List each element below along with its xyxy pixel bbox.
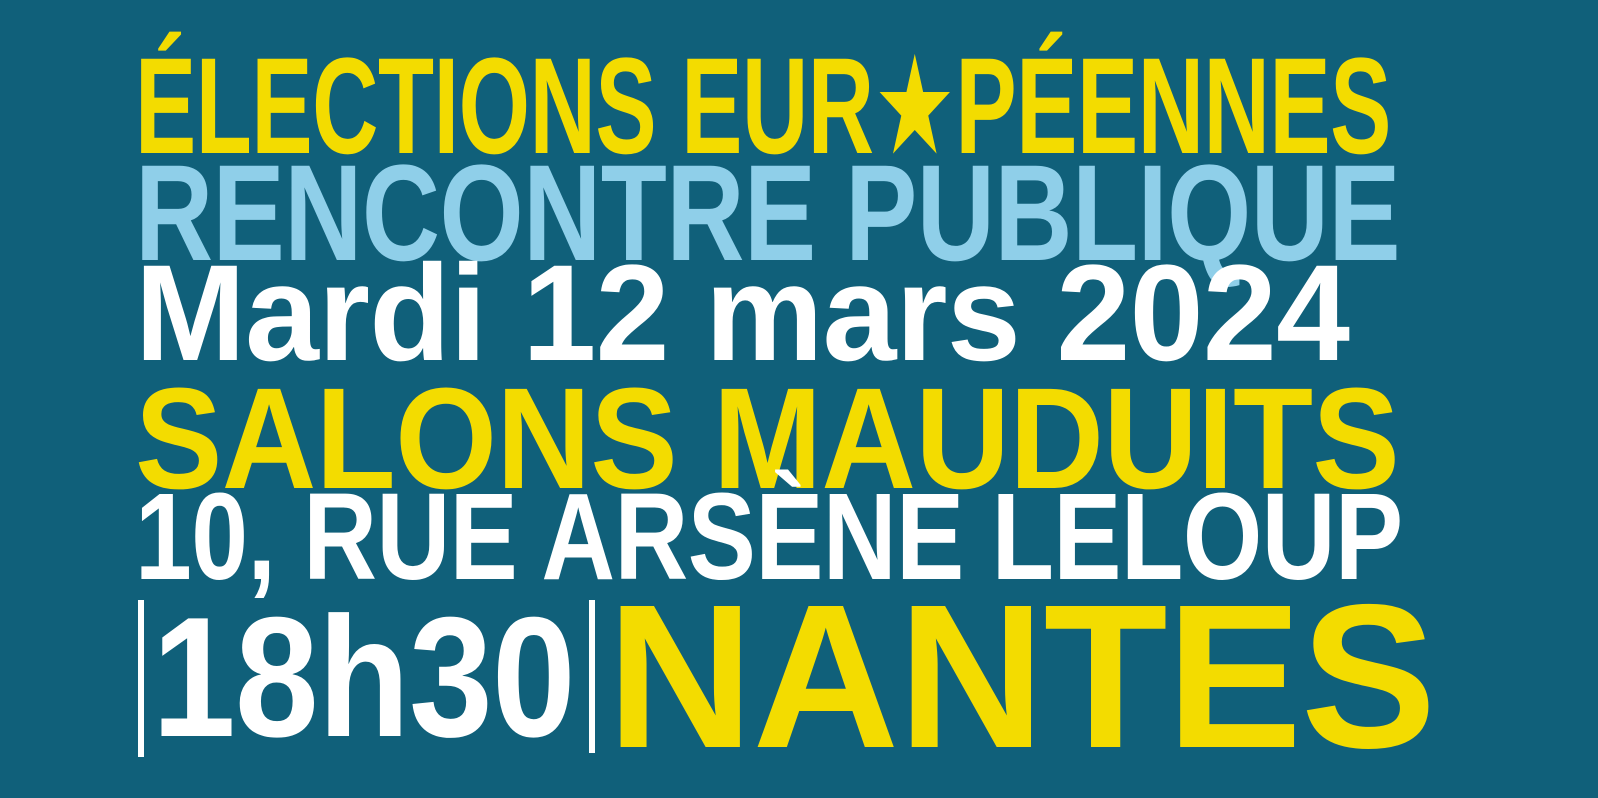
event-date: Mardi 12 mars 2024 (135, 237, 1350, 390)
title-prefix: ÉLECTIONS EUR (135, 30, 874, 183)
divider-bar-right (589, 600, 595, 753)
city-name: NANTES (607, 562, 1436, 791)
venue-address: 10, RUE ARSÈNE LELOUP (135, 469, 1403, 606)
star-icon: ★ (873, 30, 956, 183)
event-time: 18h30 (152, 582, 576, 773)
venue-name: SALONS MAUDUITS (135, 358, 1400, 519)
title-elections-europeennes: ÉLECTIONS EUR★PÉENNES (135, 38, 1391, 175)
divider-bar-left (138, 600, 144, 757)
subtitle-rencontre-publique: RENCONTRE PUBLIQUE (135, 137, 1401, 290)
title-suffix: PÉENNES (955, 30, 1391, 183)
